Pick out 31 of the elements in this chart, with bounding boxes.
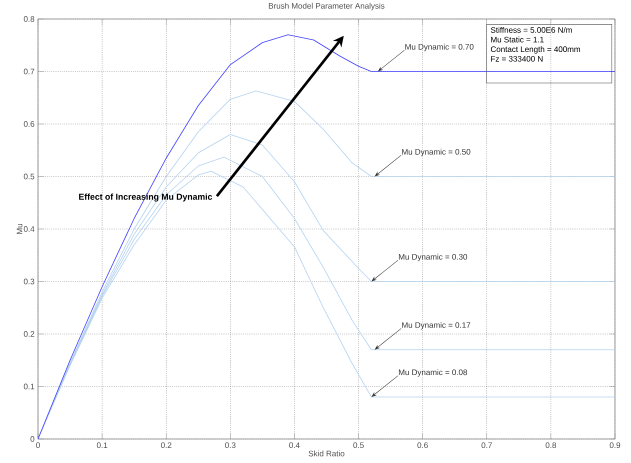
y-tick-label: 0	[30, 436, 34, 442]
x-tick-label: 0.4	[289, 442, 300, 448]
y-axis-title: Mu	[16, 224, 22, 234]
y-tick-label: 0.8	[24, 16, 34, 22]
x-axis-title: Skid Ratio	[308, 450, 344, 456]
y-tick-label: 0.1	[24, 384, 34, 390]
annotation: Mu Dynamic = 0.17	[402, 322, 470, 330]
annotation: Mu Static = 1.1	[491, 36, 544, 42]
annotation: Mu Dynamic = 0.08	[398, 369, 468, 377]
x-tick-label: 0.5	[353, 442, 364, 448]
annotation: Stiffness = 5.00E6 N/m	[490, 26, 572, 33]
y-tick-label: 0.4	[24, 226, 34, 232]
annotation: Mu Dynamic = 0.70	[405, 44, 474, 52]
y-tick-label: 0.5	[24, 174, 34, 180]
x-tick-label: 0.1	[96, 442, 108, 448]
y-tick-label: 0.7	[24, 68, 34, 74]
x-tick-label: 0.8	[546, 442, 556, 448]
x-tick-label: 0.7	[482, 442, 492, 448]
annotation: Mu Dynamic = 0.50	[402, 148, 470, 156]
y-tick-label: 0.3	[24, 278, 34, 284]
x-tick-label: 0.2	[160, 442, 172, 448]
x-tick-label: 0	[36, 442, 40, 448]
annotation: Fz = 333400 N	[491, 56, 543, 62]
x-tick-label: 0.3	[225, 442, 236, 448]
chart-title: Brush Model Parameter Analysis	[268, 2, 384, 10]
y-tick-label: 0.6	[24, 121, 34, 127]
annotation: Contact Length = 400mm	[490, 46, 580, 54]
annotation: Mu Dynamic = 0.30	[398, 254, 468, 262]
y-tick-label: 0.2	[24, 331, 34, 337]
x-tick-label: 0.9	[610, 442, 620, 448]
x-tick-label: 0.6	[417, 442, 428, 448]
